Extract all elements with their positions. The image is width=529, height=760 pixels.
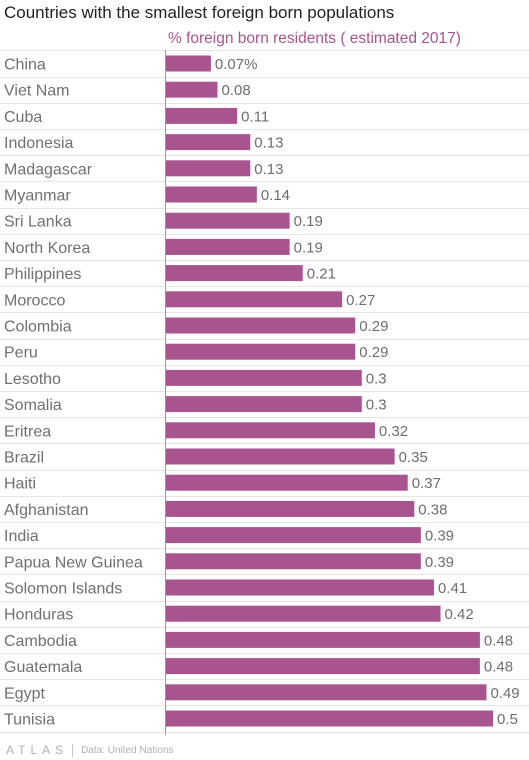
value-label: 0.29 <box>359 318 388 335</box>
value-label: 0.13 <box>254 161 283 178</box>
value-label: 0.13 <box>254 135 283 152</box>
value-label: 0.32 <box>379 423 408 440</box>
value-label: 0.27 <box>346 292 375 309</box>
value-label: 0.39 <box>425 554 454 571</box>
bar <box>166 631 480 648</box>
footer-divider <box>72 743 74 757</box>
value-label: 0.48 <box>484 632 513 649</box>
footer: ATLAS Data: United Nations <box>6 742 173 758</box>
bar <box>166 55 211 72</box>
category-label: Cambodia <box>4 633 77 650</box>
chart-title: Countries with the smallest foreign born… <box>4 3 395 22</box>
value-label: 0.5 <box>497 711 518 728</box>
bar <box>166 684 487 701</box>
bar <box>166 448 395 465</box>
category-label: Indonesia <box>4 135 73 152</box>
value-label: 0.37 <box>412 475 441 492</box>
category-label: Afghanistan <box>4 502 89 519</box>
value-label: 0.38 <box>418 501 447 518</box>
value-label: 0.11 <box>241 108 269 125</box>
category-label: Lesotho <box>4 371 61 388</box>
category-label: North Korea <box>4 240 90 257</box>
value-label: 0.07% <box>215 56 258 73</box>
bar <box>166 527 421 544</box>
value-label: 0.21 <box>307 266 336 283</box>
bar <box>166 81 218 98</box>
category-label: Haiti <box>4 476 36 493</box>
value-label: 0.48 <box>484 659 513 676</box>
bar <box>166 396 362 413</box>
value-label: 0.42 <box>445 606 474 623</box>
bar <box>166 238 290 255</box>
gridlines <box>0 50 529 733</box>
category-label: Myanmar <box>4 188 71 205</box>
bar <box>166 710 493 727</box>
bar <box>166 422 375 439</box>
bar <box>166 553 421 570</box>
category-label: Morocco <box>4 292 65 309</box>
category-label: Madagascar <box>4 161 93 178</box>
bar <box>166 369 362 386</box>
value-label: 0.49 <box>490 685 519 702</box>
chart-subtitle: % foreign born residents ( estimated 201… <box>168 30 461 47</box>
value-label: 0.29 <box>359 344 388 361</box>
category-label: Colombia <box>4 319 72 336</box>
bar <box>166 160 251 177</box>
category-label: Tunisia <box>4 712 55 729</box>
bar <box>166 107 238 124</box>
source-text: Data: United Nations <box>81 744 174 756</box>
category-label: Eritrea <box>4 423 51 440</box>
value-label: 0.08 <box>221 82 250 99</box>
bar <box>166 212 290 229</box>
bar <box>166 343 356 360</box>
bar <box>166 579 434 596</box>
category-label: Viet Nam <box>4 83 70 100</box>
category-labels: China Viet Nam Cuba Indonesia Madagascar Myan… <box>4 57 143 729</box>
category-label: Honduras <box>4 607 73 624</box>
bar <box>166 658 480 675</box>
value-label: 0.19 <box>294 239 323 256</box>
category-label: Sri Lanka <box>4 214 72 231</box>
value-labels: 0.07%0.080.110.130.130.140.190.190.210.2… <box>215 56 520 728</box>
value-label: 0.39 <box>425 528 454 545</box>
category-label: India <box>4 528 39 545</box>
value-label: 0.3 <box>366 397 387 414</box>
category-label: China <box>4 57 46 74</box>
category-label: Guatemala <box>4 659 82 676</box>
category-label: Peru <box>4 345 38 362</box>
category-label: Brazil <box>4 450 44 467</box>
bars <box>166 55 493 727</box>
category-label: Papua New Guinea <box>4 554 143 571</box>
bar <box>166 134 251 151</box>
value-label: 0.14 <box>261 187 290 204</box>
category-label: Somalia <box>4 397 62 414</box>
bar <box>166 265 303 282</box>
category-label: Cuba <box>4 109 42 126</box>
category-label: Solomon Islands <box>4 581 122 598</box>
bar <box>166 317 356 334</box>
category-label: Philippines <box>4 266 81 283</box>
category-label: Egypt <box>4 685 45 702</box>
bar <box>166 186 257 203</box>
bar <box>166 474 408 491</box>
bar-chart: % foreign born residents ( estimated 201… <box>0 30 529 735</box>
value-label: 0.3 <box>366 370 387 387</box>
bar <box>166 605 441 622</box>
value-label: 0.41 <box>438 580 467 597</box>
atlas-logo[interactable]: ATLAS <box>6 743 69 757</box>
bar <box>166 500 415 517</box>
value-label: 0.19 <box>294 213 323 230</box>
bar <box>166 291 343 308</box>
value-label: 0.35 <box>399 449 428 466</box>
